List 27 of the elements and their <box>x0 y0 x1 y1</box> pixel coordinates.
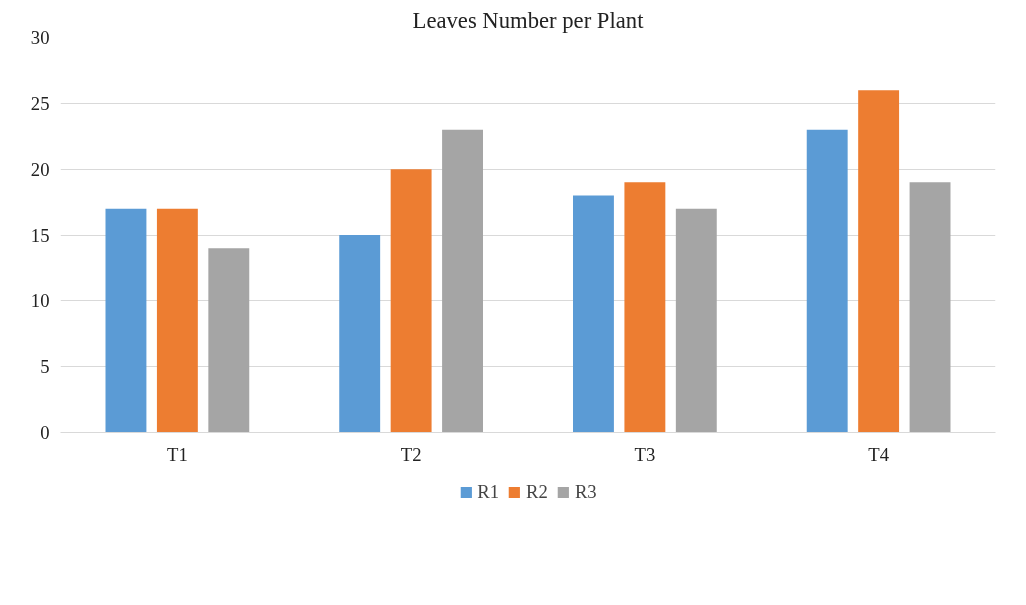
bar <box>339 235 381 433</box>
x-tick-label: T2 <box>400 443 422 465</box>
legend-label: R1 <box>477 481 500 503</box>
legend-label: R2 <box>526 481 548 503</box>
x-tick-label: T3 <box>634 443 656 465</box>
bar <box>390 169 432 433</box>
chart-title: Leaves Number per Plant <box>412 7 645 33</box>
bar <box>208 248 250 433</box>
y-tick-label: 20 <box>30 158 50 180</box>
y-tick-label: 10 <box>30 290 50 312</box>
bar <box>675 208 717 433</box>
y-tick-label: 30 <box>30 27 50 48</box>
x-tick-label: T4 <box>868 443 890 465</box>
x-tick-label: T1 <box>167 443 188 465</box>
y-tick-label: 25 <box>30 92 50 114</box>
bar <box>858 90 900 433</box>
y-tick-label: 5 <box>40 356 50 378</box>
bar <box>156 208 198 433</box>
y-tick-label: 15 <box>30 224 50 246</box>
bar <box>806 129 848 433</box>
y-tick-label: 0 <box>40 422 50 443</box>
legend-label: R3 <box>574 481 597 503</box>
bar <box>442 129 483 433</box>
bar <box>105 208 147 433</box>
bar <box>909 182 951 433</box>
bar <box>624 182 666 433</box>
bar <box>573 195 614 433</box>
